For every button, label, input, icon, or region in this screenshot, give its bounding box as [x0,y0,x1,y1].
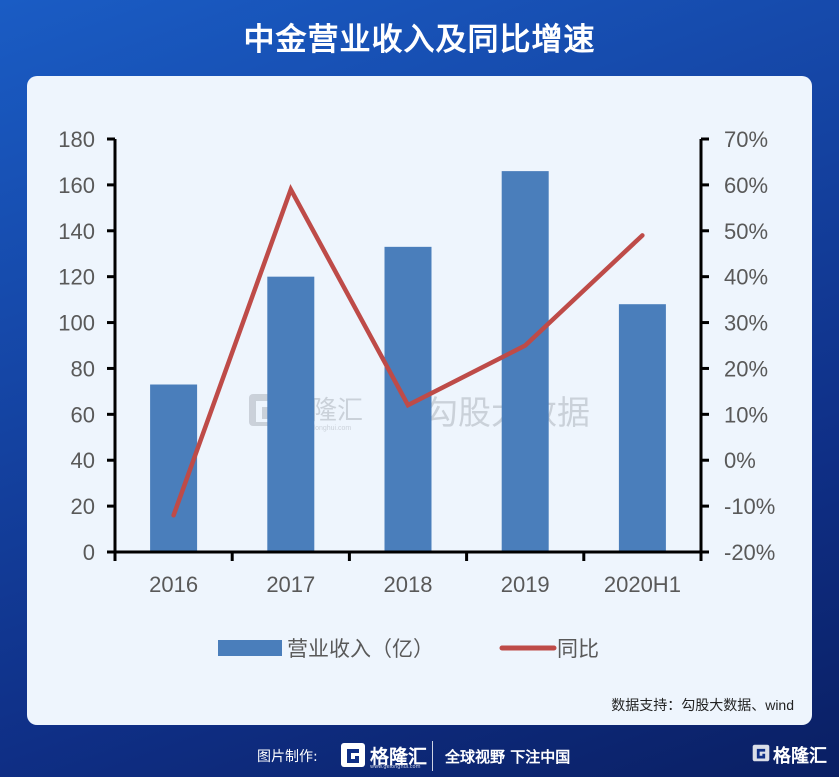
footer-divider [432,741,433,771]
y2-tick-label: 60% [724,173,768,198]
legend-bar-label: 营业收入（亿） [287,637,434,661]
bar-2020H1 [618,304,666,552]
y-tick-label: 160 [58,173,95,198]
y-tick-label: 0 [83,540,95,565]
footer-brand-url: www.gelonghui.com [370,764,421,770]
footer-brand: 格隆汇 [370,746,428,768]
y2-tick-label: 0% [724,448,756,473]
y-tick-label: 80 [71,356,95,381]
y2-tick-label: -20% [724,540,775,565]
chart-title: 中金营业收入及同比增速 [243,22,596,58]
y2-tick-label: 40% [724,265,768,290]
source-note: 数据支持：勾股大数据、wind [611,697,794,713]
y2-tick-label: 20% [724,356,768,381]
y-tick-label: 100 [58,311,95,336]
corner-brand: 格隆汇 [773,746,827,767]
legend-bar-swatch [218,640,282,656]
combo-chart: 格隆汇www.gelonghui.com勾股大数据020406080100120… [58,127,794,713]
svg-text:www.gelonghui.com: www.gelonghui.com [288,425,351,432]
y2-tick-label: 50% [724,219,768,244]
bar-2019 [501,171,549,552]
y-tick-label: 120 [58,265,95,290]
x-tick-label: 2020H1 [604,572,681,597]
y2-tick-label: 70% [724,127,768,152]
x-tick-label: 2017 [266,572,315,597]
legend-line-label: 同比 [557,637,599,661]
corner-logo-icon [752,744,770,762]
made-by-label: 图片制作: [257,749,318,765]
x-tick-label: 2018 [384,572,433,597]
y-tick-label: 20 [71,494,95,519]
y2-tick-label: -10% [724,494,775,519]
bar-2018 [384,246,432,553]
y-tick-label: 60 [71,402,95,427]
y-tick-label: 40 [71,448,95,473]
y-tick-label: 140 [58,219,95,244]
footer: 图片制作: 格隆汇 www.gelonghui.com 全球视野 下注中国 格隆… [0,736,839,772]
bar-2017 [267,276,315,552]
x-tick-label: 2019 [501,572,550,597]
gelonghui-logo-icon [341,743,365,767]
chart-card: 格隆汇www.gelonghui.com勾股大数据020406080100120… [27,76,812,725]
y2-tick-label: 30% [724,311,768,336]
x-tick-label: 2016 [149,572,198,597]
yoy-line [171,183,645,518]
y2-tick-label: 10% [724,402,768,427]
y-tick-label: 180 [58,127,95,152]
footer-slogan: 全球视野 下注中国 [445,748,571,766]
